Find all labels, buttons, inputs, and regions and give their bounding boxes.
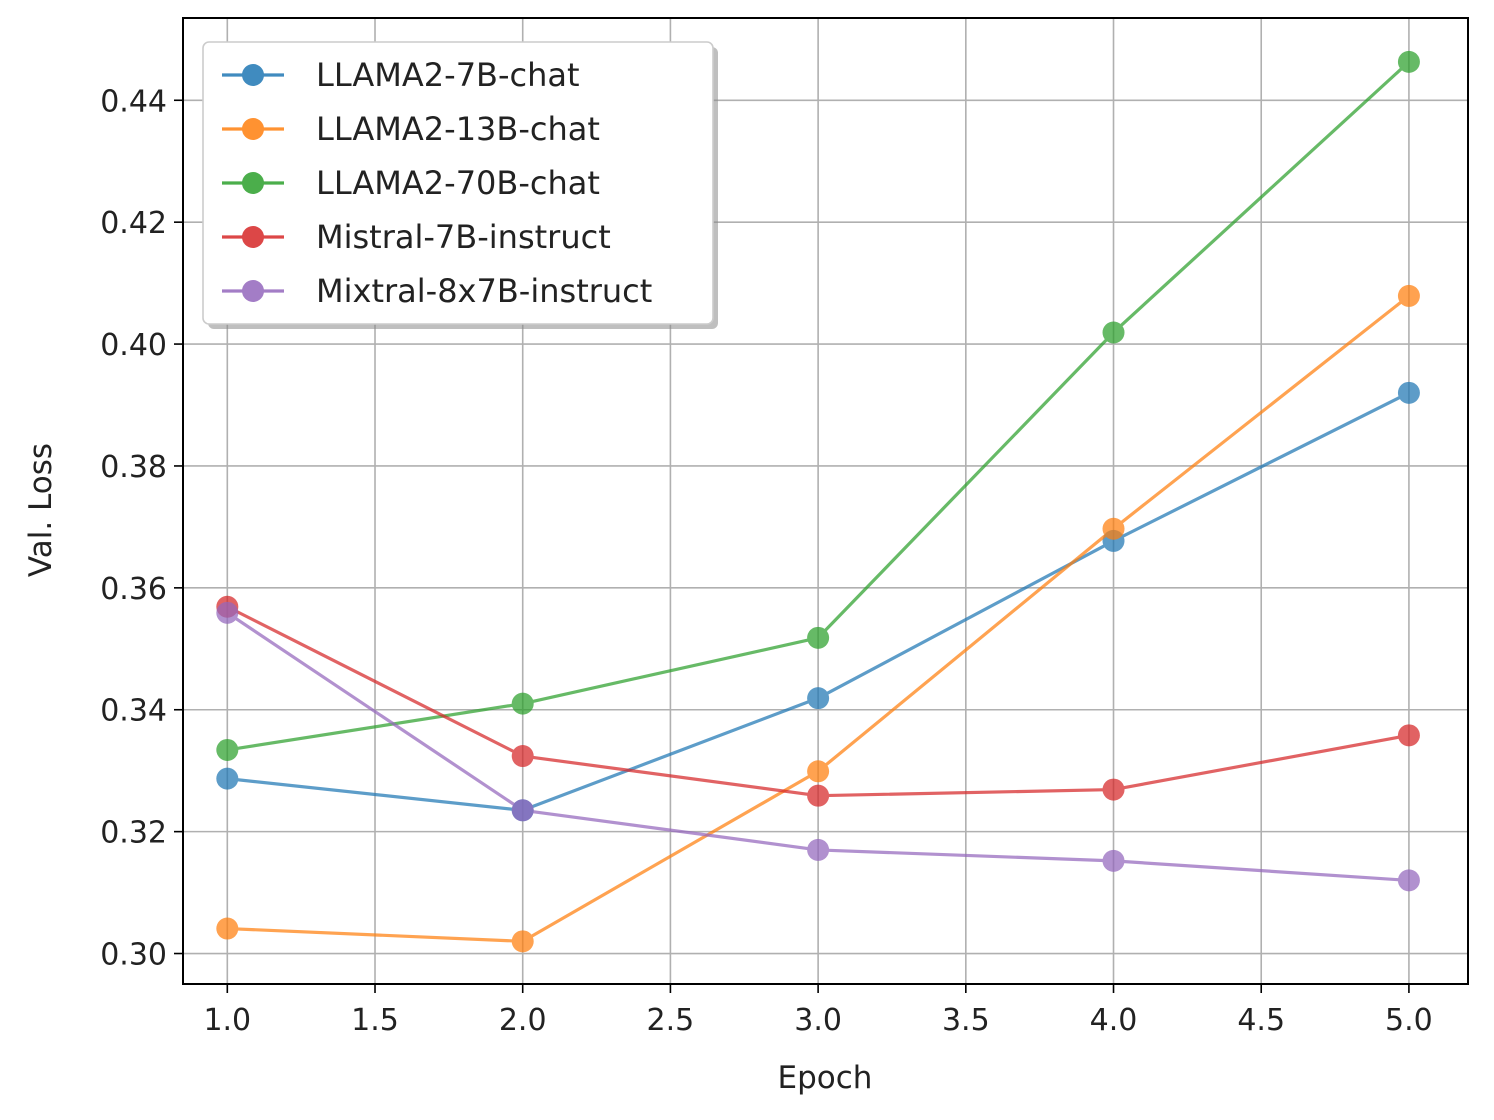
x-axis-title: Epoch [778, 1060, 873, 1096]
y-tick-label: 0.30 [100, 938, 167, 973]
x-tick-label: 3.5 [942, 1003, 990, 1038]
x-tick-label: 4.5 [1237, 1003, 1285, 1038]
y-tick-label: 0.42 [100, 206, 167, 241]
data-point [807, 838, 830, 861]
data-point [1102, 517, 1125, 540]
data-point [807, 626, 830, 649]
data-point [511, 930, 534, 953]
legend-marker [242, 118, 264, 140]
data-point [1397, 284, 1420, 307]
data-point [511, 745, 534, 768]
data-point [807, 784, 830, 807]
x-axis: 1.0 1.5 2.0 2.5 3.0 3.5 4.0 4.5 5.0 [203, 984, 1433, 1038]
data-point [1397, 869, 1420, 892]
series-mixtral-8x7b-instruct [216, 601, 1420, 892]
legend-label: Mixtral-8x7B-instruct [316, 272, 652, 310]
x-tick-label: 2.0 [499, 1003, 547, 1038]
x-tick-label: 1.5 [351, 1003, 399, 1038]
data-point [511, 799, 534, 822]
data-point [511, 692, 534, 715]
legend-entry [222, 118, 284, 140]
legend-marker [242, 280, 264, 302]
legend-label: LLAMA2-7B-chat [316, 56, 580, 94]
data-point [1102, 321, 1125, 344]
x-tick-label: 2.5 [647, 1003, 695, 1038]
y-tick-label: 0.40 [100, 328, 167, 363]
series-layer [216, 50, 1420, 953]
data-point [807, 687, 830, 710]
legend-label: Mistral-7B-instruct [316, 218, 611, 256]
series-llama2-70b-chat [216, 50, 1420, 761]
series-llama2-13b-chat [216, 284, 1420, 953]
legend: LLAMA2-7B-chat LLAMA2-13B-chat LLAMA2-70B-… [202, 41, 718, 329]
legend-label: LLAMA2-70B-chat [316, 164, 600, 202]
legend-marker [242, 64, 264, 86]
plot-frame [182, 17, 1469, 985]
legend-entry [222, 172, 284, 194]
y-axis: 0.30 0.32 0.34 0.36 0.38 0.40 0.42 0.44 [100, 84, 183, 973]
legend-marker [242, 226, 264, 248]
x-tick-label: 3.0 [794, 1003, 842, 1038]
legend-entry [222, 64, 284, 86]
data-point [1102, 778, 1125, 801]
legend-entry [222, 226, 284, 248]
legend-marker [242, 172, 264, 194]
data-point [216, 738, 239, 761]
legend-label: LLAMA2-13B-chat [316, 110, 600, 148]
x-tick-label: 1.0 [203, 1003, 251, 1038]
data-point [807, 760, 830, 783]
grid [183, 18, 1468, 984]
data-point [216, 767, 239, 790]
y-tick-label: 0.36 [100, 572, 167, 607]
y-axis-title: Val. Loss [23, 443, 59, 577]
legend-box [202, 41, 714, 325]
y-tick-label: 0.32 [100, 816, 167, 851]
data-point [1397, 724, 1420, 747]
data-point [1397, 50, 1420, 73]
data-point [1102, 849, 1125, 872]
legend-entry [222, 280, 284, 302]
data-point [216, 917, 239, 940]
data-point [1397, 381, 1420, 404]
x-tick-label: 5.0 [1385, 1003, 1433, 1038]
y-tick-label: 0.34 [100, 694, 167, 729]
y-tick-label: 0.44 [100, 84, 167, 119]
y-tick-label: 0.38 [100, 450, 167, 485]
x-tick-label: 4.0 [1090, 1003, 1138, 1038]
data-point [216, 601, 239, 624]
